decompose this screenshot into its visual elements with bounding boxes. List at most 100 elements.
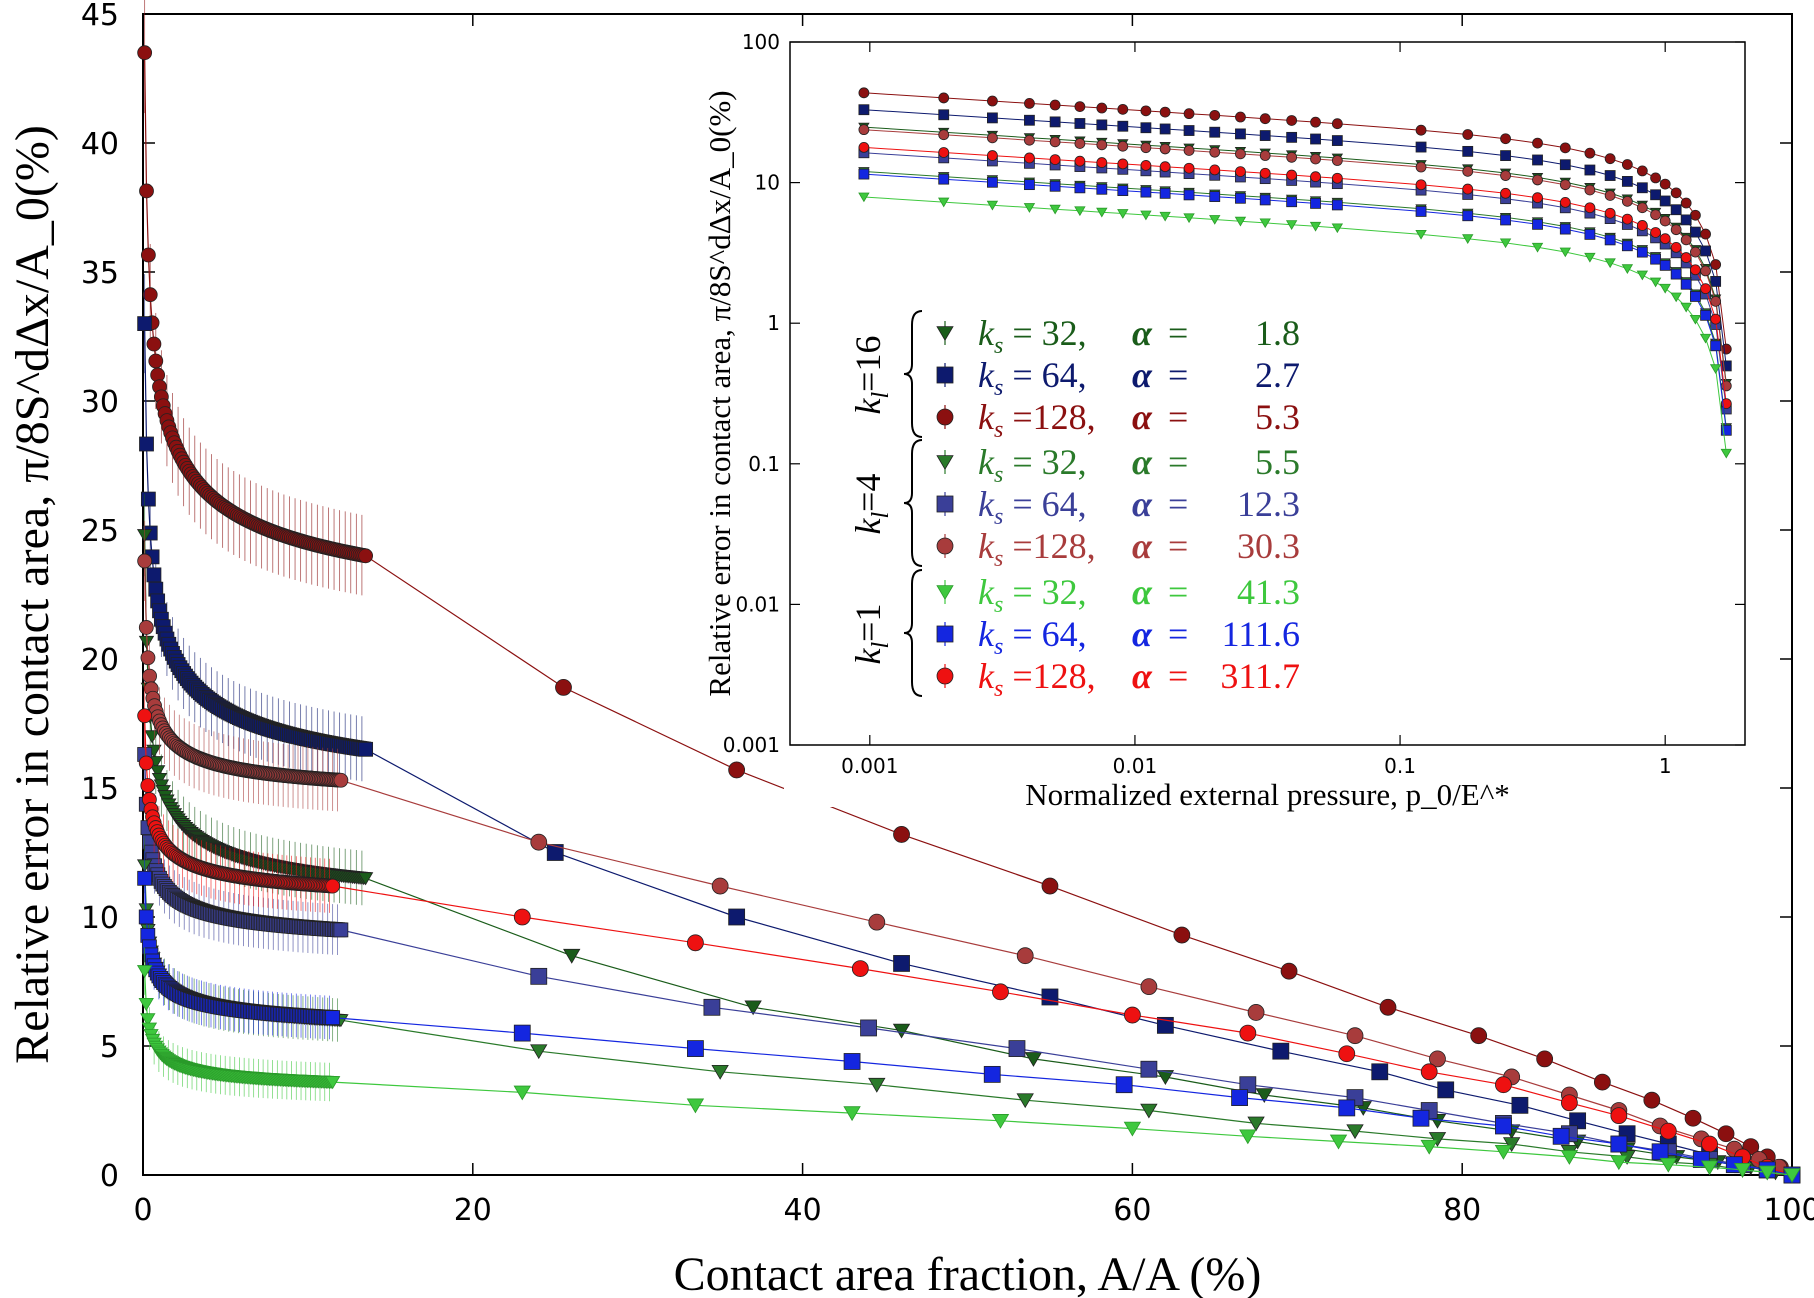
data-point [744, 1000, 762, 1016]
data-point [1701, 1135, 1718, 1153]
legend-row: ks =128, α = 5.3 [936, 397, 1300, 443]
inset-data-point [1689, 246, 1701, 258]
legend-alpha-eq: = [1168, 614, 1188, 654]
data-point [137, 708, 153, 724]
data-point [146, 567, 162, 583]
inset-data-point [1500, 214, 1511, 226]
y-tick-label: 20 [81, 643, 119, 678]
inset-data-point [1074, 101, 1086, 113]
inset-data-point [1235, 192, 1246, 204]
data-point [1684, 1109, 1702, 1127]
legend-kl-value: =16 [848, 336, 888, 392]
inset-data-point [1689, 314, 1702, 325]
inset-series-6 [858, 141, 1732, 410]
inset-data-point [1259, 150, 1271, 161]
inset-data-point [1140, 186, 1152, 198]
legend-marker [936, 667, 954, 685]
inset-data-point [1235, 111, 1246, 123]
inset-frame [789, 41, 1746, 746]
data-point [703, 998, 721, 1016]
inset-data-point [1584, 252, 1596, 263]
legend-alpha-eq: = [1168, 484, 1188, 524]
inset-data-point [1670, 242, 1682, 253]
legend-alpha-value: 311.7 [1220, 656, 1300, 696]
inset-data-point [1532, 174, 1543, 186]
data-point [1173, 926, 1191, 944]
legend-row: ks = 64, α = 12.3 [936, 484, 1300, 530]
inset-data-point [1650, 189, 1661, 201]
inset-series-7 [858, 168, 1732, 436]
inset-data-point [1331, 223, 1344, 234]
inset-data-point [1285, 220, 1298, 230]
inset-x-tick-label: 0.01 [1113, 754, 1158, 778]
data-point [843, 1053, 861, 1070]
inset-data-point [1710, 313, 1722, 325]
inset-data-point [1209, 215, 1221, 225]
inset-data-point [1649, 277, 1662, 288]
inset-data-point [1559, 197, 1571, 208]
data-point [1610, 1135, 1628, 1153]
inset-data-point [1074, 182, 1086, 194]
legend-kl-label: kl=16 [848, 336, 894, 415]
legend-kl-symbol: k [848, 517, 888, 534]
inset-data-point [1259, 194, 1271, 206]
inset-data-point [1074, 138, 1086, 149]
legend-alpha-symbol: α [1132, 572, 1153, 612]
inset-data-point [1670, 204, 1682, 216]
data-point [992, 983, 1009, 1001]
legend-marker [936, 625, 954, 643]
legend-text: ks = 64, [978, 355, 1087, 401]
legend-kl-symbol: k [848, 647, 888, 664]
inset-data-point [1689, 226, 1701, 238]
data-point [1659, 1157, 1678, 1173]
legend-ks-symbol: k [978, 572, 995, 612]
data-point [1346, 1027, 1364, 1045]
inset-data-point [1604, 258, 1616, 269]
inset-data-point [1670, 224, 1682, 236]
inset-data-point [1462, 145, 1474, 157]
inset-data-point [1235, 148, 1246, 160]
inset-x-tick-label: 0.1 [1384, 754, 1416, 778]
inset-data-point [1259, 130, 1271, 141]
inset-data-point [1024, 179, 1035, 191]
inset-data-point [858, 87, 870, 99]
inset-data-point [1709, 364, 1722, 374]
data-point [139, 436, 154, 452]
series-line [144, 878, 1793, 1176]
series-4 [137, 722, 1801, 1184]
inset-y-tick-label: 0.01 [735, 592, 780, 616]
inset-data-point [1286, 151, 1298, 163]
inset-data-point [1183, 108, 1195, 120]
legend-kl-value: =1 [848, 604, 888, 642]
inset-x-tick-label: 1 [1659, 754, 1672, 778]
inset-data-point [1415, 124, 1427, 136]
inset-data-point [1209, 146, 1221, 158]
inset-series-line [863, 109, 1727, 366]
inset-data-point [1710, 295, 1722, 307]
inset-data-point [987, 95, 998, 107]
inset-data-point [1700, 283, 1711, 295]
inset-data-point [987, 112, 998, 124]
inset-series-line [863, 146, 1727, 404]
legend-ks-symbol: k [978, 656, 995, 696]
x-tick-label: 80 [1443, 1193, 1481, 1228]
inset-data-point [1584, 147, 1596, 159]
data-point [530, 967, 548, 985]
inset-data-point [1720, 360, 1732, 372]
legend-ks-value: = 64, [1003, 355, 1086, 395]
inset-data-point [1700, 245, 1711, 257]
legend-ks-symbol: k [978, 526, 995, 566]
inset-data-point [1621, 195, 1633, 207]
inset-data-point [1559, 179, 1571, 191]
inset-y-tick-label: 10 [755, 171, 780, 195]
data-point [325, 878, 341, 894]
y-axis-title: Relative error in contact area, π/8S^dΔx… [6, 125, 59, 1064]
inset-series-line [863, 129, 1727, 386]
inset-data-point [1700, 228, 1711, 240]
inset-data-point [1720, 398, 1732, 410]
legend-ks-value: = 32, [1003, 442, 1086, 482]
data-point [144, 730, 160, 744]
legend-ks-sub: s [994, 676, 1003, 702]
data-point [728, 761, 746, 779]
